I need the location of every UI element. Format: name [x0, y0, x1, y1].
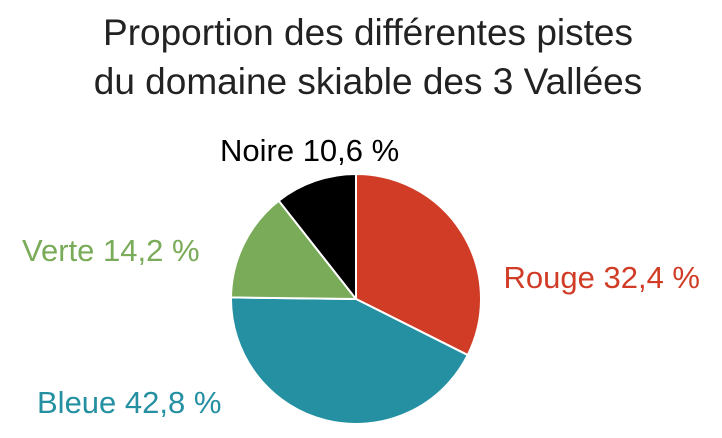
- pie-slice-rouge: [355, 173, 482, 357]
- chart-title-line-2: du domaine skiable des 3 Vallées: [94, 61, 643, 102]
- slice-label-verte: Verte 14,2 %: [22, 233, 200, 268]
- chart-title-line-1: Proportion des différentes pistes: [103, 12, 633, 53]
- slice-label-noire: Noire 10,6 %: [220, 133, 399, 168]
- pie-slices: [230, 173, 482, 425]
- slice-label-rouge: Rouge 32,4 %: [504, 260, 700, 295]
- pie-slice-verte: [230, 199, 357, 300]
- chart-title: Proportion des différentes pistes du dom…: [94, 12, 643, 102]
- pie-labels: Rouge 32,4 % Bleue 42,8 % Verte 14,2 % N…: [22, 133, 700, 420]
- slice-label-bleue: Bleue 42,8 %: [37, 385, 221, 420]
- pie-slice-bleue: [230, 296, 469, 425]
- pie-slice-noire: [277, 173, 357, 300]
